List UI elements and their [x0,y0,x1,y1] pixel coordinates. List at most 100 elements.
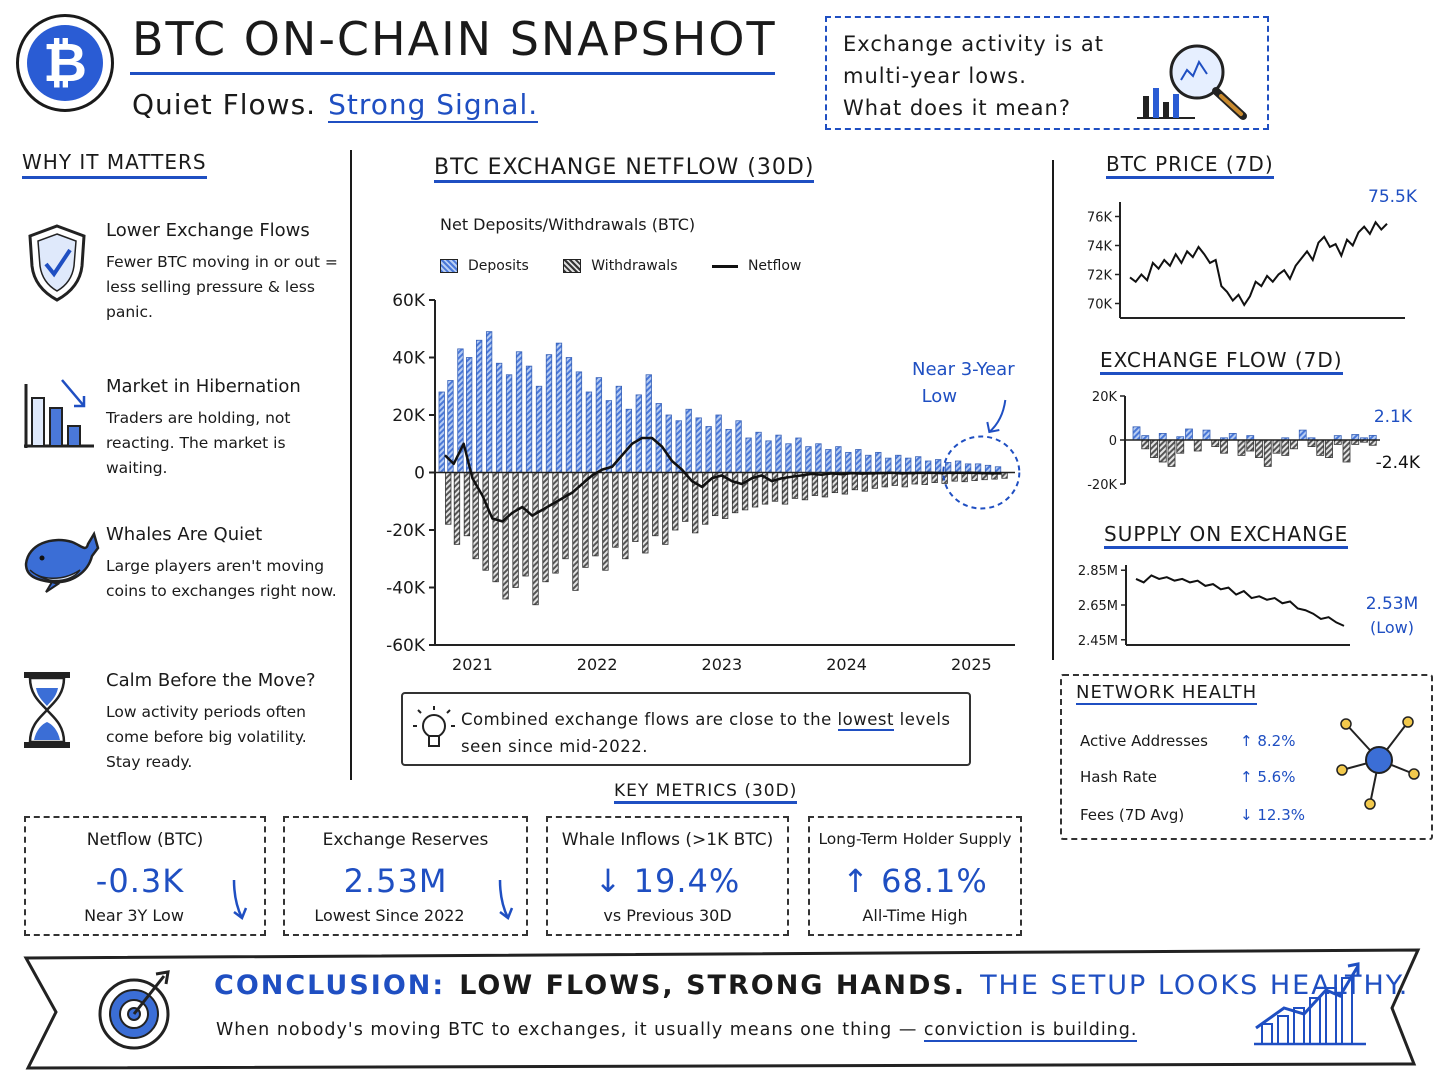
deposit-bar [505,374,513,473]
deposit-bar [695,417,702,473]
deposit-bar [885,457,892,473]
metric-value: ↑ 68.1% [842,862,988,900]
flow-withdrawal-bar [1272,439,1281,454]
deposit-bar [665,414,672,473]
why-body-2: Traders are holding, not reacting. The m… [106,409,291,477]
deposit-bar [855,449,862,473]
withdrawal-bar [731,472,739,514]
why-body-3: Large players aren't moving coins to exc… [106,557,337,600]
subtitle-highlight: Strong Signal. [328,88,539,123]
flow-withdrawal-bar [1150,439,1158,459]
why-heading-2: Market in Hibernation [106,376,301,397]
callout-line-3: What does it mean? [843,96,1072,120]
flow-withdrawal-bar [1246,439,1255,452]
withdrawal-bar [622,472,629,560]
network-health-box: NETWORK HEALTH Active Addresses ↑ 8.2% H… [1060,674,1433,840]
trend-down-arrow-icon [232,879,248,920]
withdrawal-bar [841,472,849,495]
flow-deposit-bar [1158,433,1167,441]
flow-withdrawal-bar [1141,439,1150,450]
withdrawal-bar [512,472,519,588]
deposit-bar [438,391,445,473]
flow-withdrawal-bar [1255,439,1263,459]
network-node-icon [1336,716,1420,810]
withdrawal-bar [861,472,868,492]
withdrawal-bar [445,472,452,525]
deposit-bar [685,408,692,473]
y-tick-label: -60K [386,636,426,656]
logo-glyph: ₿ [27,25,103,101]
y-tick-label: 0 [1109,434,1117,449]
price-chart: 70K 72K 74K 76K 75.5K [1087,187,1418,319]
legend-withdrawals-label: Withdrawals [591,258,678,274]
flow-withdrawal-bar [1167,439,1176,467]
deposit-bar [875,451,882,473]
x-tick-label: 2021 [452,655,493,674]
withdrawal-bar [522,472,529,577]
flow-deposit-bar [1202,429,1211,441]
flow-withdrawal-bar [1281,439,1290,456]
withdrawal-bar [632,472,639,542]
annotation-line-1: Near 3-Year [912,359,1015,380]
y-tick-label: -40K [386,579,426,599]
legend-withdrawals-swatch [563,259,582,273]
deposit-bar [585,391,593,473]
y-tick-label: 2.85M [1078,564,1118,579]
withdrawal-bar [552,472,559,574]
main-chart-subtitle: Net Deposits/Withdrawals (BTC) [440,215,696,234]
withdrawal-bar [801,472,809,501]
x-tick-label: 2022 [577,655,618,674]
deposit-bar [495,362,503,473]
legend-netflow: Netflow [711,258,801,274]
flow-chart-title: EXCHANGE FLOW (7D) [1100,348,1343,375]
nh-row-active-addresses: Active Addresses ↑ 8.2% [1080,732,1320,750]
y-tick-label: 76K [1087,211,1113,226]
legend-deposits: Deposits [440,258,529,274]
price-chart-title: BTC PRICE (7D) [1106,152,1274,179]
deposit-bar [635,394,642,473]
why-body-1: Fewer BTC moving in or out = less sellin… [106,253,338,321]
legend-deposits-swatch [440,259,458,273]
deposit-bar [765,440,772,473]
deposit-bar [595,377,603,473]
withdrawal-bar [881,472,888,488]
deposit-bar [605,400,613,473]
conclusion-banner [23,948,1421,1070]
flow-withdrawal-bar [1237,439,1246,456]
insight-text-after: levels seen since mid-2022. [461,710,951,756]
deposit-bar [655,403,662,473]
why-heading-3: Whales Are Quiet [106,524,263,545]
deposit-bar [785,443,792,473]
supply-last-note: (Low) [1370,618,1414,637]
deposit-bar [515,351,523,473]
deposit-bar [535,385,543,473]
deposit-bar [745,437,752,473]
low-highlight-circle [942,435,1021,510]
insight-text: Combined exchange flows are close to the… [461,706,961,760]
deposit-bar [625,408,632,473]
deposit-bar [974,463,982,473]
callout-line-2: multi-year lows. [843,64,1027,88]
supply-last-label: 2.53M [1366,594,1419,614]
hourglass-icon [24,672,70,748]
flow-withdrawal-bar [1325,439,1333,459]
why-item-whales: Whales Are Quiet Large players aren't mo… [22,524,342,634]
legend-netflow-swatch [711,264,738,268]
lightbulb-icon [413,706,455,747]
withdrawal-bar [891,472,898,486]
netflow-line [444,436,1002,523]
conclusion-body-underlined: conviction is building. [923,1020,1138,1042]
flow-withdrawal-bar [1290,439,1298,450]
legend-deposits-label: Deposits [468,258,529,274]
deposit-bar [805,446,812,473]
deposit-bar [525,365,533,473]
deposit-bar [925,460,932,473]
flow-pos-label: 2.1K [1374,407,1413,427]
metric-label: Netflow (BTC) [86,830,204,850]
metric-value: -0.3K [95,862,185,900]
supply-chart-title: SUPPLY ON EXCHANGE [1104,522,1349,549]
main-chart-legend: Deposits Withdrawals Netflow [440,258,831,274]
exchange-flow-chart: -20K 0 20K 2.1K -2.4K [1087,390,1421,493]
withdrawal-bar [463,472,471,537]
metric-card-whale-inflows: Whale Inflows (>1K BTC) ↓ 19.4% vs Previ… [546,816,789,936]
